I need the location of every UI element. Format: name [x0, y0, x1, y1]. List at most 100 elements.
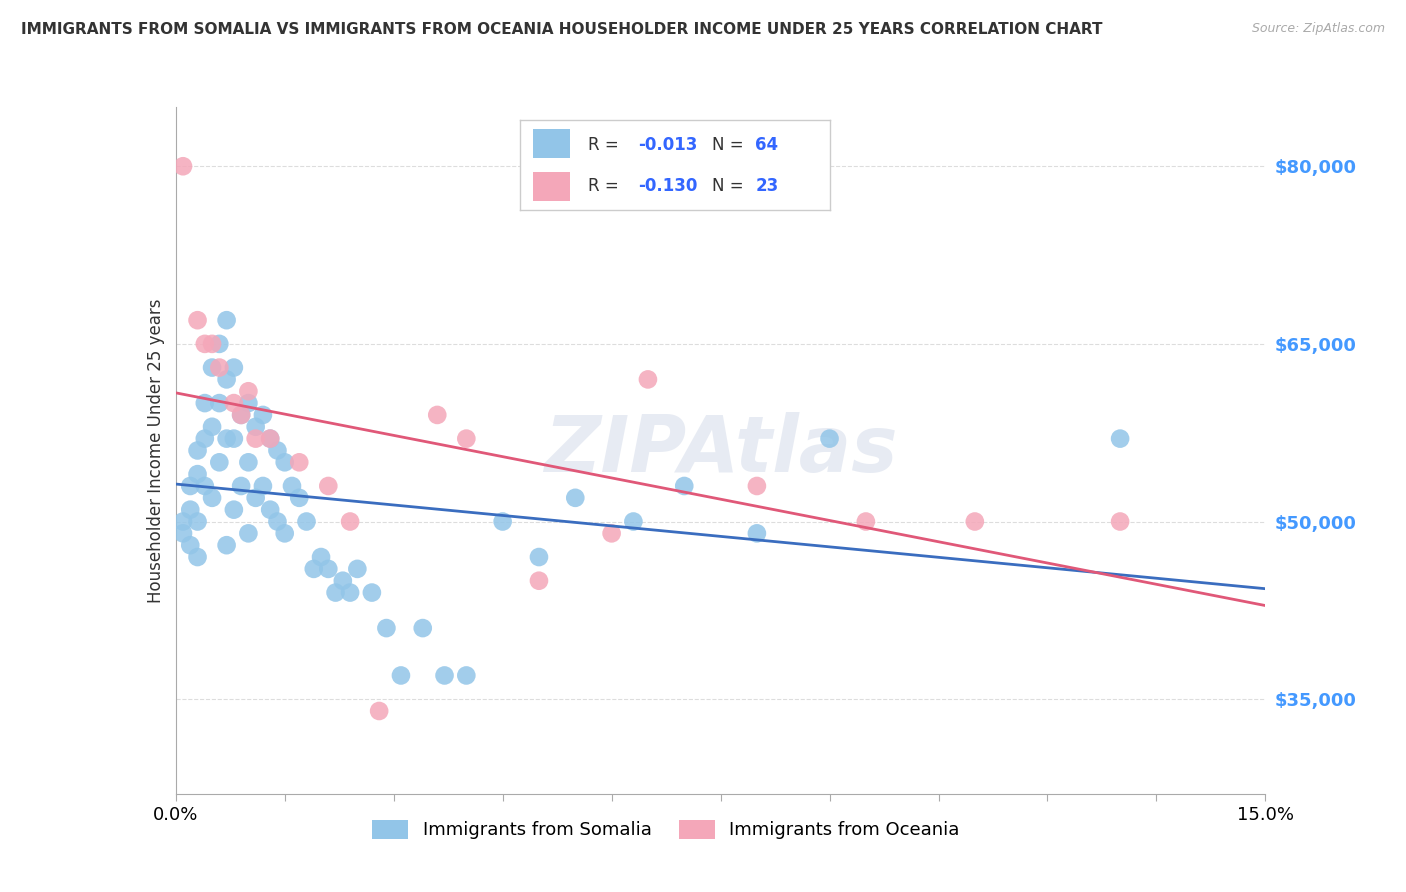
- Point: [433, 668, 456, 682]
- Point: [245, 419, 267, 434]
- Point: [231, 408, 253, 422]
- Point: [222, 396, 245, 410]
- Text: R =: R =: [588, 178, 624, 195]
- Point: [963, 515, 986, 529]
- Legend: Immigrants from Somalia, Immigrants from Oceania: Immigrants from Somalia, Immigrants from…: [366, 813, 967, 847]
- Point: [621, 515, 644, 529]
- Y-axis label: Householder Income Under 25 years: Householder Income Under 25 years: [146, 298, 165, 603]
- Point: [426, 408, 449, 422]
- Point: [295, 515, 318, 529]
- Point: [215, 372, 238, 386]
- Point: [637, 372, 659, 386]
- Point: [346, 562, 368, 576]
- Point: [375, 621, 398, 635]
- Point: [208, 396, 231, 410]
- Text: N =: N =: [711, 178, 749, 195]
- Point: [194, 479, 217, 493]
- Point: [673, 479, 696, 493]
- Point: [201, 491, 224, 505]
- Point: [318, 562, 340, 576]
- Point: [456, 668, 478, 682]
- Point: [172, 515, 194, 529]
- Point: [1109, 432, 1132, 446]
- Point: [186, 443, 209, 458]
- Point: [222, 360, 245, 375]
- Point: [527, 549, 550, 564]
- Point: [492, 515, 515, 529]
- Point: [222, 502, 245, 516]
- Bar: [533, 129, 569, 158]
- Point: [238, 455, 260, 469]
- Point: [274, 455, 297, 469]
- Point: [318, 479, 340, 493]
- Point: [259, 432, 281, 446]
- Text: IMMIGRANTS FROM SOMALIA VS IMMIGRANTS FROM OCEANIA HOUSEHOLDER INCOME UNDER 25 Y: IMMIGRANTS FROM SOMALIA VS IMMIGRANTS FR…: [21, 22, 1102, 37]
- Point: [259, 502, 281, 516]
- Point: [527, 574, 550, 588]
- Point: [855, 515, 877, 529]
- Point: [281, 479, 304, 493]
- Point: [818, 432, 841, 446]
- Bar: [533, 172, 569, 201]
- Point: [339, 515, 361, 529]
- Point: [172, 526, 194, 541]
- Point: [1109, 515, 1132, 529]
- Point: [215, 538, 238, 552]
- Point: [245, 491, 267, 505]
- Point: [179, 538, 201, 552]
- Point: [252, 479, 274, 493]
- Point: [288, 455, 311, 469]
- Point: [259, 432, 281, 446]
- Point: [179, 502, 201, 516]
- Point: [745, 526, 768, 541]
- Text: 64: 64: [755, 136, 779, 154]
- Point: [186, 313, 209, 327]
- Text: -0.130: -0.130: [638, 178, 697, 195]
- Point: [288, 491, 311, 505]
- Point: [186, 515, 209, 529]
- Point: [231, 479, 253, 493]
- Point: [215, 313, 238, 327]
- Point: [252, 408, 274, 422]
- Point: [186, 467, 209, 482]
- Point: [745, 479, 768, 493]
- Point: [215, 432, 238, 446]
- Point: [194, 337, 217, 351]
- Text: Source: ZipAtlas.com: Source: ZipAtlas.com: [1251, 22, 1385, 36]
- Point: [186, 549, 209, 564]
- Point: [564, 491, 586, 505]
- Point: [231, 408, 253, 422]
- Point: [389, 668, 412, 682]
- Text: N =: N =: [711, 136, 749, 154]
- Point: [360, 585, 382, 599]
- Point: [201, 360, 224, 375]
- Point: [600, 526, 623, 541]
- Point: [179, 479, 201, 493]
- Point: [245, 432, 267, 446]
- Text: R =: R =: [588, 136, 624, 154]
- Point: [274, 526, 297, 541]
- Point: [238, 526, 260, 541]
- Point: [194, 432, 217, 446]
- Point: [302, 562, 325, 576]
- Point: [325, 585, 347, 599]
- Point: [266, 443, 288, 458]
- Point: [309, 549, 332, 564]
- Point: [208, 455, 231, 469]
- Point: [332, 574, 354, 588]
- Point: [238, 396, 260, 410]
- Point: [339, 585, 361, 599]
- Point: [456, 432, 478, 446]
- Point: [194, 396, 217, 410]
- Point: [412, 621, 434, 635]
- Text: ZIPAtlas: ZIPAtlas: [544, 412, 897, 489]
- Point: [208, 360, 231, 375]
- Point: [172, 159, 194, 173]
- Point: [201, 419, 224, 434]
- Point: [222, 432, 245, 446]
- Point: [201, 337, 224, 351]
- Point: [208, 337, 231, 351]
- Point: [266, 515, 288, 529]
- Point: [368, 704, 391, 718]
- Point: [238, 384, 260, 399]
